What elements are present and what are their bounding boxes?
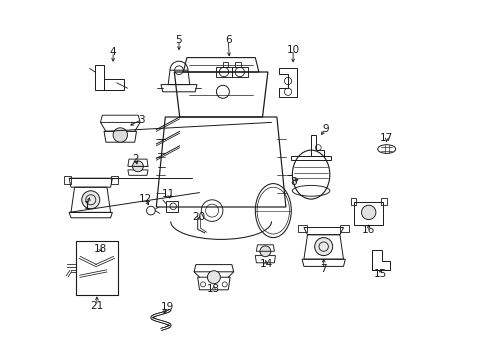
Circle shape: [260, 246, 270, 257]
Text: 18: 18: [93, 244, 106, 254]
Text: 14: 14: [259, 258, 272, 269]
Text: 20: 20: [192, 212, 205, 222]
Text: 3: 3: [138, 114, 145, 125]
Text: 11: 11: [162, 189, 175, 199]
Text: 19: 19: [160, 302, 173, 312]
Text: 17: 17: [379, 133, 392, 143]
Text: 8: 8: [289, 177, 296, 187]
Text: 5: 5: [175, 35, 182, 45]
Text: 4: 4: [110, 47, 116, 57]
Text: 7: 7: [320, 264, 326, 274]
Text: 1: 1: [83, 201, 90, 211]
Text: 13: 13: [207, 284, 220, 294]
Circle shape: [207, 271, 220, 284]
Text: 16: 16: [361, 225, 375, 235]
Circle shape: [314, 238, 332, 256]
Text: 10: 10: [286, 45, 299, 55]
Bar: [76, 241, 117, 295]
Text: 12: 12: [139, 194, 152, 204]
Circle shape: [81, 191, 100, 209]
Circle shape: [113, 128, 127, 142]
Circle shape: [361, 205, 375, 220]
Text: 15: 15: [373, 269, 386, 279]
Text: 2: 2: [132, 154, 139, 164]
Text: 21: 21: [90, 301, 103, 311]
Text: 6: 6: [224, 35, 231, 45]
Text: 9: 9: [322, 124, 328, 134]
Circle shape: [132, 161, 143, 172]
